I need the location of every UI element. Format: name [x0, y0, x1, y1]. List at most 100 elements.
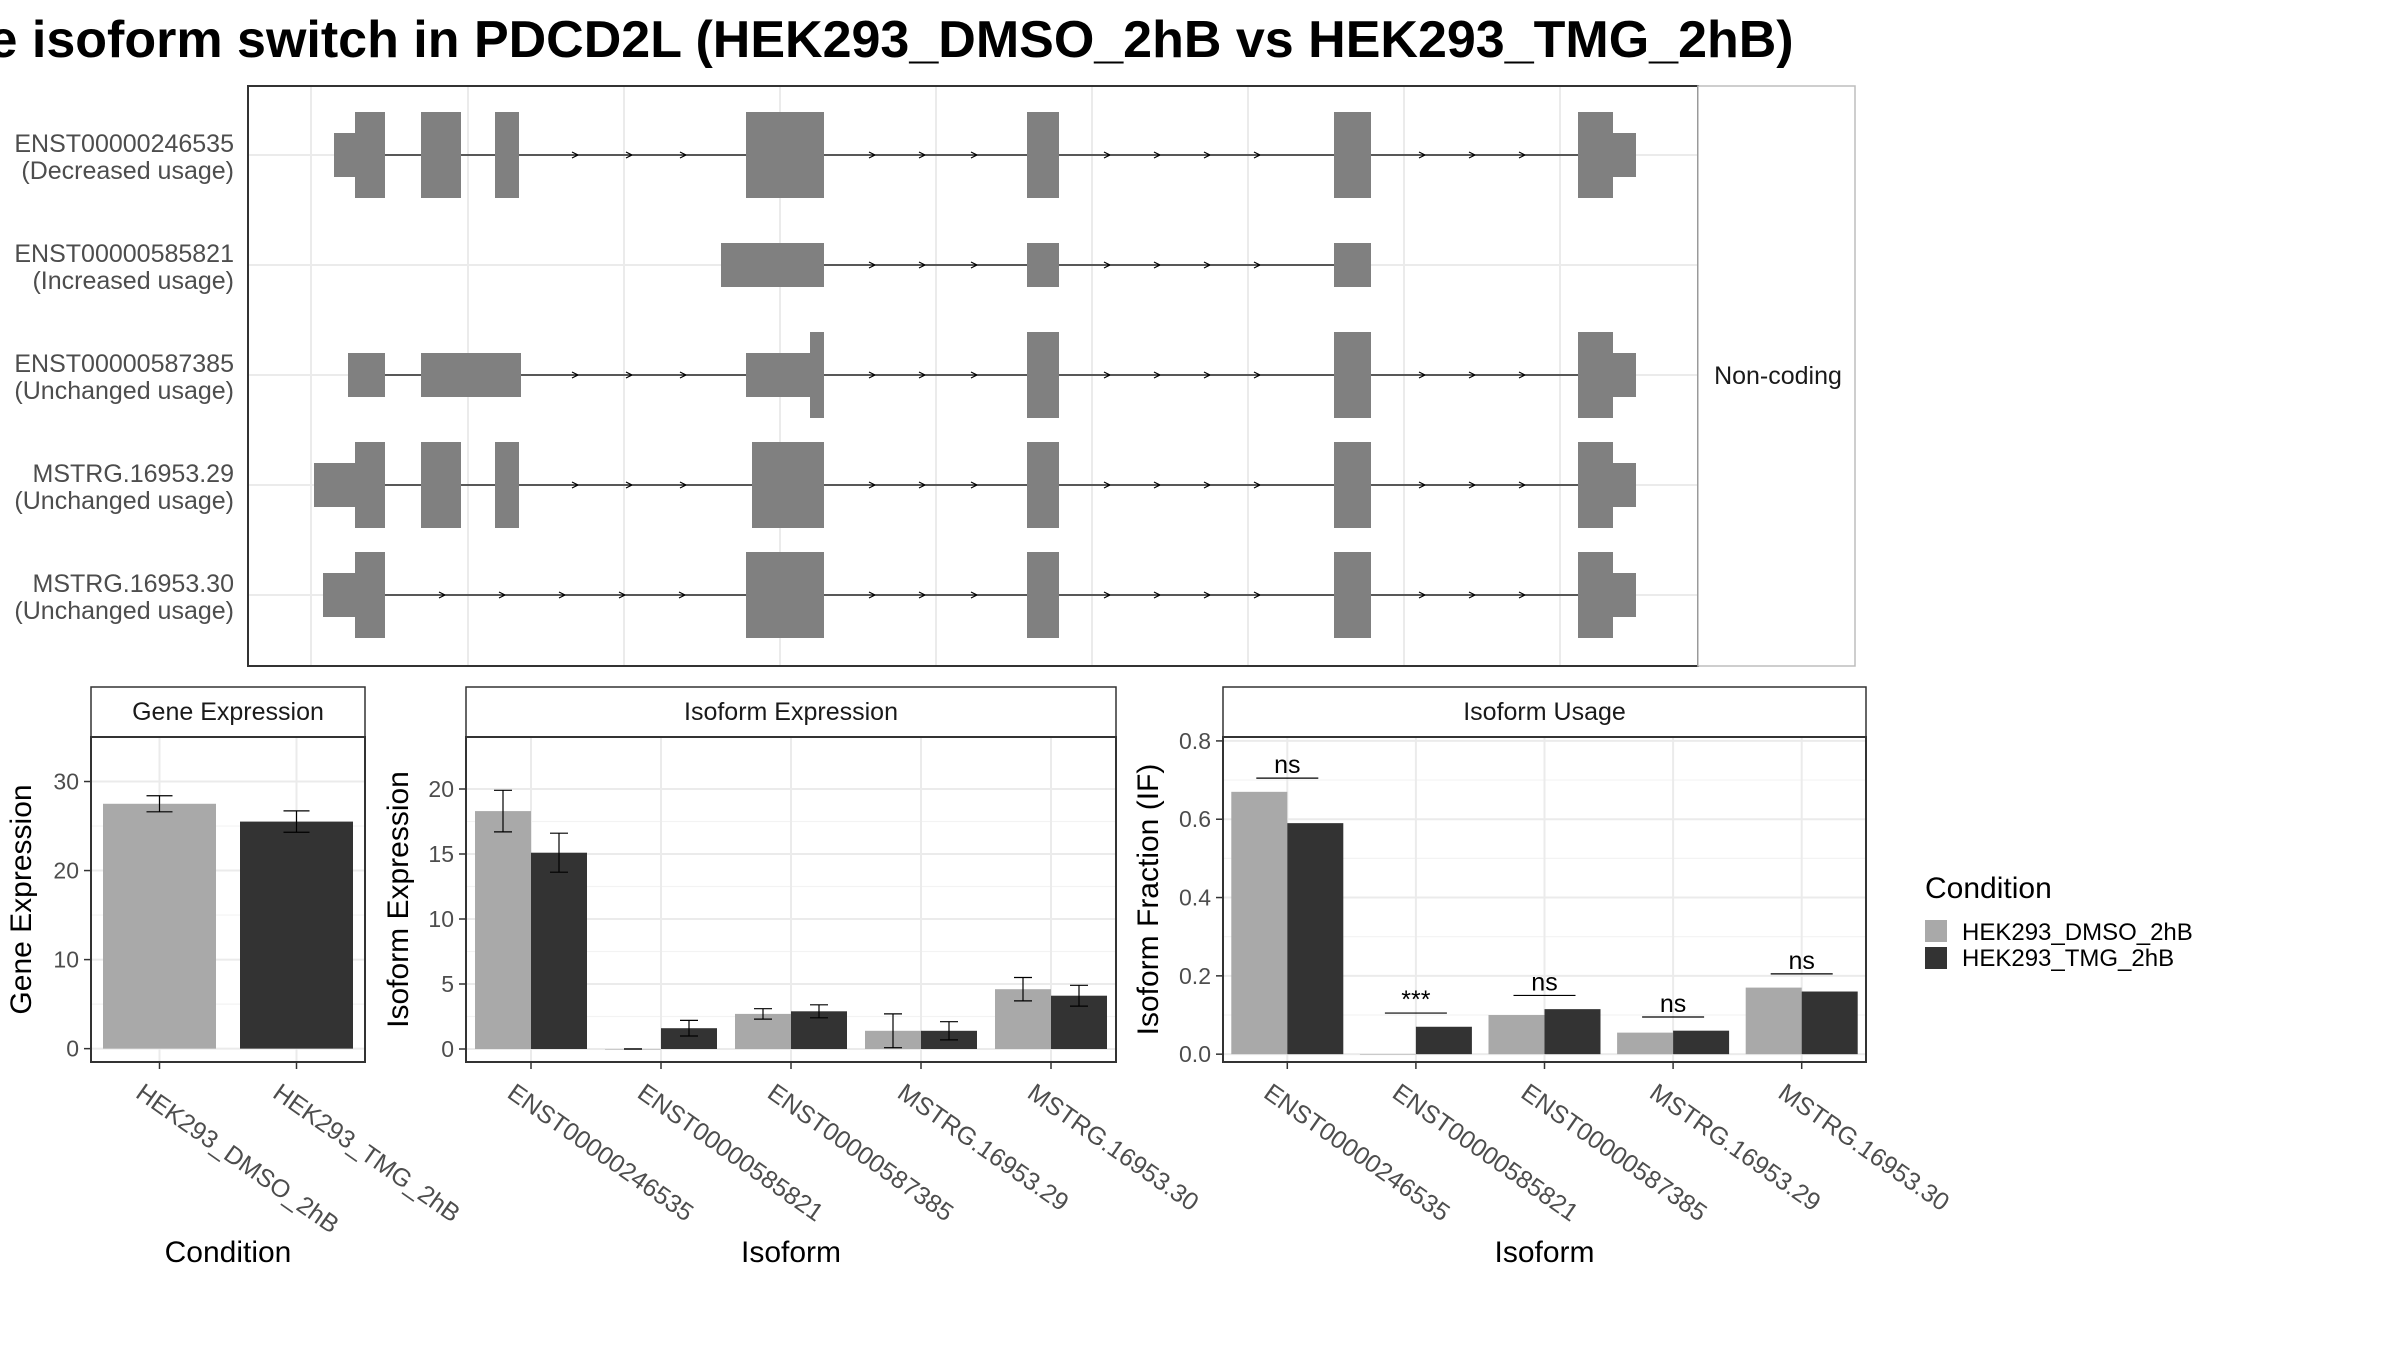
- intron-arrow: [1153, 591, 1162, 599]
- intron-arrow: [438, 591, 447, 599]
- error-bar: [146, 795, 173, 813]
- transcript-structure-panel: Non-coding ENST00000246535(Decreased usa…: [14, 85, 1856, 667]
- y-axis-title: Isoform Fraction (IF): [1132, 764, 1165, 1036]
- error-bar: [754, 1008, 772, 1020]
- isoform-structure-row-4: [323, 552, 1636, 638]
- intron-arrow: [970, 261, 979, 269]
- intron-arrow: [625, 151, 634, 159]
- exon-block: [421, 442, 461, 528]
- intron-arrow: [1418, 371, 1427, 379]
- exon-block: [355, 112, 385, 198]
- y-tick-label: 30: [53, 769, 79, 795]
- bar-dmso: [475, 811, 531, 1049]
- exon-block: [1334, 442, 1371, 528]
- exon-block: [746, 112, 824, 198]
- exon-block: [495, 112, 519, 198]
- y-axis-title: Isoform Expression: [382, 771, 415, 1028]
- isoform-usage-label: (Decreased usage): [21, 157, 234, 185]
- exon-block: [1578, 112, 1613, 198]
- isoform-expression-panel: Isoform Expression05101520ENST0000024653…: [382, 686, 1204, 1269]
- significance-label: ***: [1401, 986, 1430, 1014]
- intron-arrow: [1103, 371, 1112, 379]
- exon-block: [421, 112, 461, 198]
- exon-block: [314, 463, 355, 507]
- isoform-usage-label: (Unchanged usage): [14, 597, 234, 625]
- intron-arrow: [1518, 151, 1527, 159]
- exon-block: [1027, 552, 1059, 638]
- intron-arrow: [1103, 261, 1112, 269]
- significance-label: ns: [1788, 947, 1814, 975]
- exon-block: [323, 573, 355, 617]
- exon-block: [1027, 243, 1059, 287]
- intron-arrow: [918, 261, 927, 269]
- isoform-id-label: ENST00000587385: [14, 350, 234, 378]
- intron-arrow: [1253, 151, 1262, 159]
- intron-arrow: [1418, 591, 1427, 599]
- bar-dmso: [735, 1013, 791, 1049]
- intron-arrow: [571, 481, 580, 489]
- isoform-usage-panel: Isoform Usagens***nsnsns0.00.20.40.60.8E…: [1132, 686, 1954, 1269]
- bar-dmso: [1231, 791, 1288, 1055]
- intron-arrow: [1153, 481, 1162, 489]
- bar-dmso: [103, 803, 216, 1049]
- error-bar: [680, 1019, 698, 1037]
- isoform-id-label: ENST00000585821: [14, 240, 234, 268]
- intron-arrow: [918, 481, 927, 489]
- legend-swatch-dmso: [1925, 920, 1947, 942]
- error-bar: [810, 1004, 828, 1019]
- intron-arrow: [1468, 591, 1477, 599]
- y-tick-label: 20: [53, 858, 79, 884]
- intron-arrow: [1418, 481, 1427, 489]
- intron-arrow: [679, 481, 688, 489]
- exon-block: [1027, 332, 1059, 418]
- intron-arrow: [868, 261, 877, 269]
- panel-strip: [90, 686, 366, 738]
- y-tick-label: 0.2: [1179, 963, 1211, 989]
- bar-tmg: [531, 852, 587, 1049]
- intron-arrow: [868, 591, 877, 599]
- exon-block: [746, 552, 824, 638]
- bar-dmso: [1488, 1015, 1545, 1055]
- significance-label: ns: [1660, 990, 1686, 1018]
- exon-block: [421, 353, 521, 397]
- isoform-usage-label: (Increased usage): [32, 267, 234, 295]
- structure-rows: [314, 112, 1636, 638]
- isoform-id-label: MSTRG.16953.30: [33, 570, 235, 598]
- intron-arrow: [1203, 481, 1212, 489]
- intron-arrow: [679, 151, 688, 159]
- error-bar: [1070, 984, 1088, 1007]
- exon-block: [1334, 552, 1371, 638]
- intron-arrow: [1468, 371, 1477, 379]
- panel-border: [90, 736, 366, 1063]
- x-axis-title: Condition: [165, 1236, 292, 1269]
- intron-arrow: [1103, 481, 1112, 489]
- isoform-usage-label: (Unchanged usage): [14, 487, 234, 515]
- intron-arrow: [970, 591, 979, 599]
- intron-arrow: [498, 591, 507, 599]
- exon-block: [746, 353, 810, 397]
- y-axis-title: Gene Expression: [5, 784, 38, 1014]
- intron-arrow: [571, 151, 580, 159]
- panel-strip: [1222, 686, 1867, 738]
- intron-arrow: [1468, 481, 1477, 489]
- y-tick-label: 15: [428, 841, 454, 867]
- legend: Condition HEK293_DMSO_2hB HEK293_TMG_2hB: [1925, 872, 2193, 972]
- isoform-structure-row-2: [348, 332, 1636, 418]
- exon-block: [1613, 133, 1636, 177]
- exon-block: [334, 133, 355, 177]
- intron-arrow: [918, 371, 927, 379]
- intron-arrow: [1103, 151, 1112, 159]
- y-tick-label: 0.6: [1179, 806, 1211, 832]
- panel-strip-label: Isoform Usage: [1463, 698, 1626, 726]
- intron-arrow: [571, 371, 580, 379]
- legend-title: Condition: [1925, 872, 2052, 905]
- intron-arrow: [1468, 151, 1477, 159]
- intron-arrow: [679, 371, 688, 379]
- exon-block: [355, 552, 385, 638]
- bar-tmg: [1287, 823, 1344, 1055]
- y-tick-label: 0.0: [1179, 1041, 1211, 1067]
- exon-block: [495, 442, 519, 528]
- intron-arrow: [625, 481, 634, 489]
- exon-block: [348, 353, 385, 397]
